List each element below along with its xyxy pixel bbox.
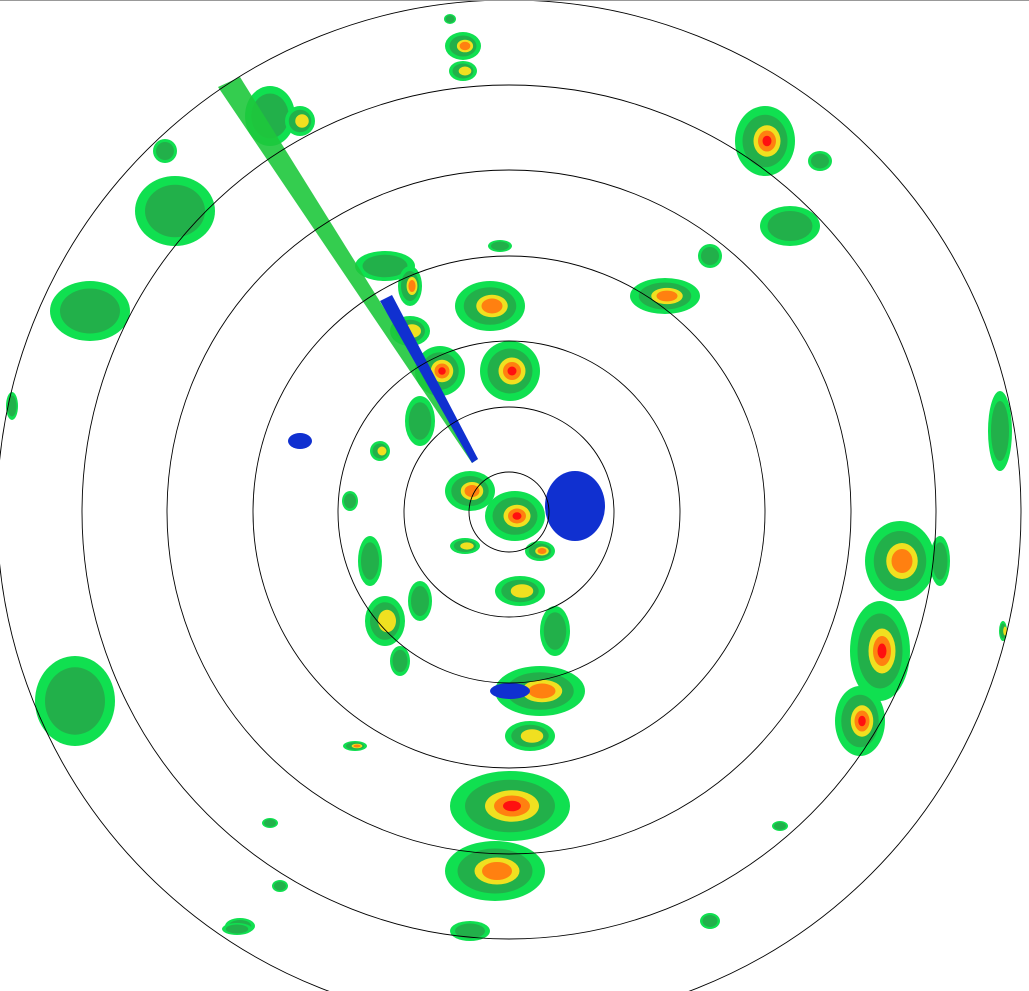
- echo-core-heavy: [1003, 626, 1007, 636]
- echo-core-light: [145, 184, 205, 238]
- echo-cell: [490, 683, 530, 699]
- echo-core-intense: [482, 862, 512, 880]
- echo-core-light: [392, 649, 408, 673]
- echo-core-light: [156, 142, 174, 160]
- echo-core-light: [455, 923, 485, 939]
- echo-core-heavy: [520, 729, 544, 743]
- spoke-inner: [380, 295, 478, 463]
- echo-core-light: [411, 586, 429, 616]
- range-ring-3: [337, 340, 681, 684]
- echo-core-light: [60, 288, 120, 334]
- echo-core-heavy: [460, 542, 474, 550]
- echo-core-light: [701, 247, 719, 265]
- echo-core-intense: [481, 298, 503, 314]
- range-ring-6: [81, 84, 937, 940]
- echo-core-extreme: [507, 366, 517, 376]
- echo-core-light: [344, 493, 356, 509]
- echo-core-heavy: [295, 114, 309, 128]
- interference-spoke: [218, 77, 478, 463]
- echo-core-extreme: [762, 135, 772, 147]
- echo-core-light: [362, 254, 408, 278]
- echo-core-light: [408, 402, 432, 440]
- echo-core-light: [811, 153, 829, 169]
- echo-core-extreme: [438, 367, 446, 375]
- echo-core-light: [767, 211, 813, 241]
- echo-core-heavy: [377, 446, 387, 456]
- echo-core-light: [932, 542, 948, 580]
- echo-core-light: [7, 395, 17, 417]
- echo-core-light: [445, 15, 455, 23]
- echo-core-light: [991, 401, 1009, 461]
- echo-core-light: [45, 667, 105, 735]
- echo-core-intense: [528, 683, 556, 699]
- range-ring-4: [252, 255, 766, 769]
- echo-core-extreme: [512, 512, 522, 520]
- echo-core-light: [264, 819, 276, 827]
- echo-core-intense: [656, 290, 678, 302]
- range-ring-5: [166, 169, 852, 855]
- range-ring-1: [468, 471, 550, 553]
- echo-core-intense: [459, 41, 471, 51]
- echo-core-intense: [408, 280, 416, 292]
- echo-core-intense: [537, 548, 547, 554]
- echo-core-light: [361, 542, 379, 580]
- echo-core-intense: [353, 744, 361, 748]
- echo-core-extreme: [858, 715, 866, 727]
- echo-core-heavy: [458, 66, 472, 76]
- echo-core-light: [225, 924, 249, 934]
- echo-core-light: [702, 915, 718, 927]
- echo-core-light: [491, 241, 509, 251]
- echo-core-heavy: [378, 609, 396, 633]
- echo-cell: [545, 471, 605, 541]
- range-ring-2: [403, 406, 615, 618]
- echo-core-intense: [464, 485, 480, 497]
- echo-core-extreme: [877, 643, 887, 659]
- echo-core-light: [543, 612, 567, 650]
- echo-core-light: [274, 881, 286, 891]
- echo-core-intense: [891, 549, 913, 573]
- echo-core-extreme: [503, 800, 521, 812]
- echo-core-light: [774, 822, 786, 830]
- echo-core-heavy: [510, 584, 534, 598]
- spoke-band: [218, 77, 478, 463]
- precipitation-echoes: [6, 14, 1012, 941]
- echo-cell: [288, 433, 312, 449]
